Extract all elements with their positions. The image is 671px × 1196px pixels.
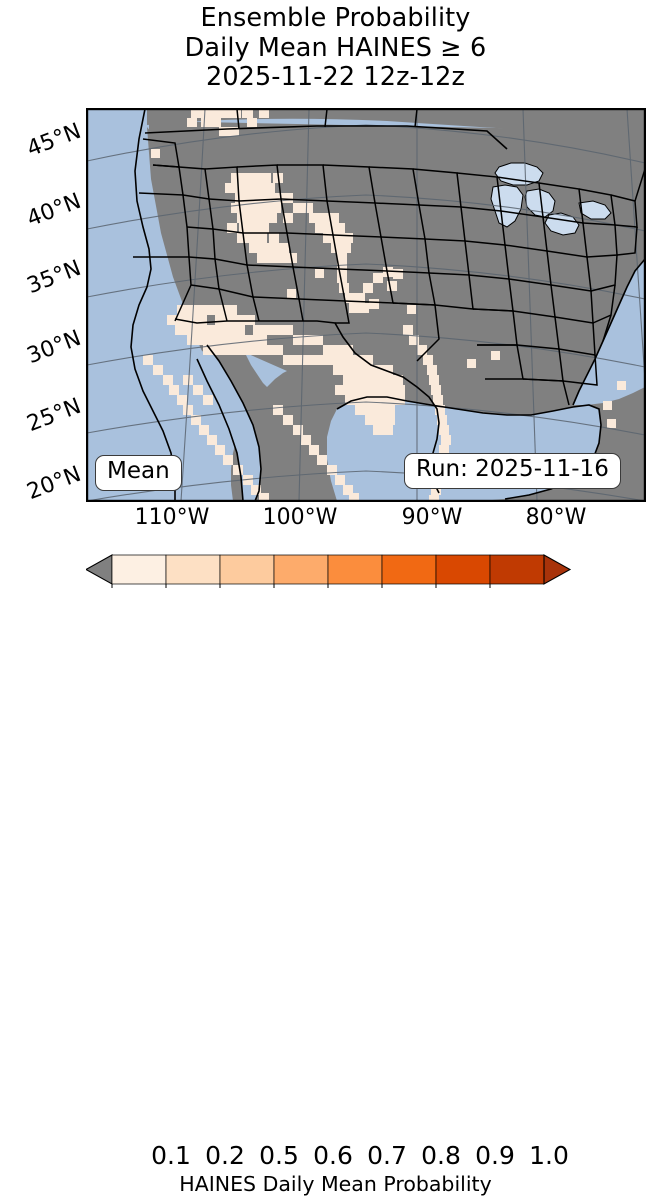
colorbar-tick-0: 0.1 bbox=[151, 1141, 191, 1170]
lat-label-25n: 25°N bbox=[23, 393, 85, 438]
colorbar-tick-4: 0.7 bbox=[367, 1141, 407, 1170]
colorbar-tick-7: 1.0 bbox=[529, 1141, 569, 1170]
pacific-ocean bbox=[87, 109, 175, 501]
colorbar-tick-3: 0.6 bbox=[313, 1141, 353, 1170]
colorbar-under-arrow bbox=[85, 554, 113, 585]
lat-label-35n: 35°N bbox=[23, 255, 85, 300]
colorbar-over-arrow bbox=[542, 554, 571, 585]
colorbar-tick-5: 0.8 bbox=[421, 1141, 461, 1170]
map-canvas bbox=[86, 108, 646, 502]
colorbar-tick-labels: 0.1 0.2 0.5 0.6 0.7 0.8 0.9 1.0 bbox=[0, 1141, 671, 1171]
model-run-label-box: Run: 2025-11-16 bbox=[404, 453, 621, 489]
lon-label-90w: 90°W bbox=[401, 505, 463, 530]
probability-shading bbox=[143, 109, 626, 501]
colorbar-tick-6: 0.9 bbox=[475, 1141, 515, 1170]
lat-label-45n: 45°N bbox=[23, 118, 85, 163]
title-line-1: Ensemble Probability bbox=[200, 3, 471, 33]
great-lakes bbox=[490, 162, 612, 236]
colorbar-tick-1: 0.2 bbox=[205, 1141, 245, 1170]
colorbar-tick-2: 0.5 bbox=[259, 1141, 299, 1170]
colorbar-swatches bbox=[85, 554, 571, 588]
lon-label-110w: 110°W bbox=[134, 505, 210, 530]
title-line-2: Daily Mean HAINES ≥ 6 bbox=[184, 32, 487, 63]
lon-label-100w: 100°W bbox=[262, 505, 338, 530]
lat-label-30n: 30°N bbox=[23, 325, 85, 370]
colorbar-axis-label: HAINES Daily Mean Probability bbox=[179, 1172, 492, 1196]
lon-label-80w: 80°W bbox=[525, 505, 587, 530]
state-borders bbox=[133, 109, 645, 406]
statistic-label-box: Mean bbox=[95, 455, 182, 491]
gulf-of-california bbox=[197, 345, 261, 501]
lat-label-20n: 20°N bbox=[23, 461, 85, 506]
chart-title: Ensemble Probability Daily Mean HAINES ≥… bbox=[0, 3, 671, 93]
map-frame-border bbox=[87, 109, 645, 501]
colorbar-ticks bbox=[111, 584, 490, 588]
title-line-3: 2025-11-22 12z-12z bbox=[206, 62, 465, 93]
colorbar: 0.1 0.2 0.5 0.6 0.7 0.8 0.9 1.0 HAINES D… bbox=[0, 552, 671, 1196]
graticule bbox=[87, 109, 645, 501]
lat-label-40n: 40°N bbox=[23, 188, 85, 233]
